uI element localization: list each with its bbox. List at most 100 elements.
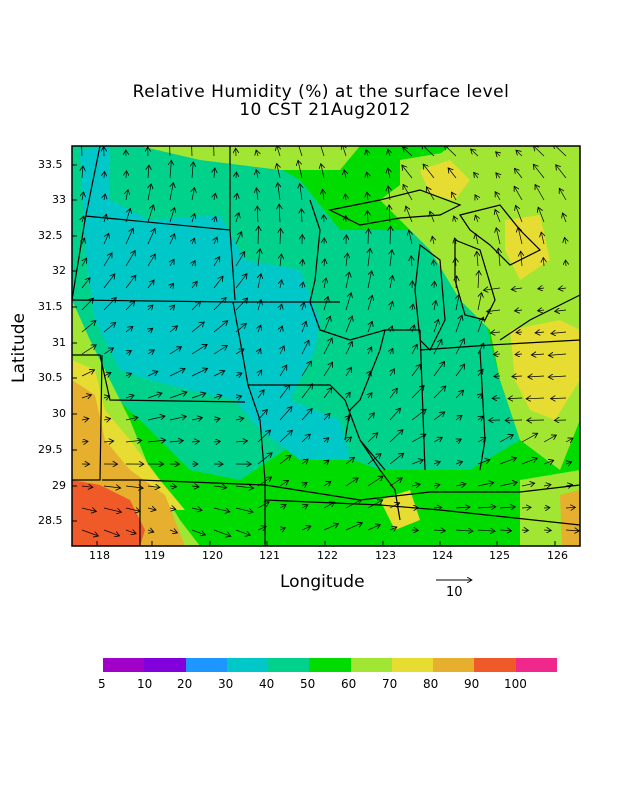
wind-vector [147,350,154,354]
wind-vector [213,257,220,267]
colorbar-label: 90 [464,677,480,691]
wind-vector [455,462,463,465]
y-tick-label: 28.5 [38,514,63,527]
wind-vector [191,146,193,157]
y-tick-label: 29 [52,479,66,492]
wind-vector [192,238,195,245]
wind-vector [103,322,116,333]
wind-vector [477,251,478,267]
wind-vector [412,325,415,333]
wind-vector [345,523,362,531]
wind-vector [213,321,228,333]
wind-vector [543,435,556,443]
wind-vector [280,228,281,245]
wind-vector [452,192,457,201]
wind-vector [235,396,242,398]
wind-vector [538,288,545,289]
wind-vector [478,271,479,289]
wind-vector [477,460,490,465]
colorbar-segment [268,658,310,672]
wind-vector [125,395,134,398]
wind-vector [279,407,292,421]
wind-vector [411,460,423,465]
wind-vector [104,194,105,201]
wind-vector [541,232,544,245]
wind-vector [213,507,230,512]
colorbar-segment [350,658,392,672]
wind-vector [432,236,434,245]
wind-vector [170,259,174,267]
wind-vector [170,305,175,310]
wind-vector [126,351,131,354]
wind-vector [235,274,247,289]
wind-vector [191,368,208,377]
wind-vector [483,288,501,290]
wind-vector [213,395,222,398]
wind-vector [81,419,89,421]
wind-vector [147,254,155,267]
wind-vector [367,500,383,509]
wind-vector [390,301,393,311]
wind-vector [148,184,151,201]
wind-vector [301,361,311,377]
wind-vector [455,364,465,377]
wind-vector [257,453,272,465]
wind-vector [147,371,158,377]
wind-vector [555,310,567,311]
wind-vector [191,418,203,420]
wind-vector [521,483,535,486]
wind-vector [455,415,462,420]
wind-vector [433,386,446,399]
wind-vector [565,438,573,442]
wind-vector [346,272,349,289]
wind-vector [495,192,501,201]
wind-vector [192,261,195,266]
wind-vector [508,398,523,399]
wind-vector [499,482,517,487]
wind-vector [455,484,466,486]
wind-vector [170,160,171,179]
wind-vector [191,301,201,311]
wind-vector [81,486,93,487]
wind-vector [455,507,470,508]
wind-vector [103,348,114,355]
wind-vector [493,354,501,355]
wind-vector [323,297,328,311]
wind-vector [280,528,286,530]
wind-vector [521,458,537,465]
wind-vector [235,507,253,512]
wind-vector [566,260,567,267]
wind-vector [236,193,237,201]
wind-vector [103,373,111,376]
wind-vector [125,228,133,245]
wind-vector [147,280,154,289]
wind-vector [278,183,280,201]
wind-vector [478,369,483,377]
wind-vector [82,166,83,179]
wind-vector [103,419,111,421]
wind-vector [346,392,350,399]
wind-vector [103,529,120,536]
wind-vector [214,168,215,179]
colorbar-label: 40 [259,677,275,691]
wind-vector [191,281,197,289]
map-title: Relative Humidity (%) at the surface lev… [132,82,510,102]
y-tick-label: 33 [52,193,66,206]
wind-vector [301,384,313,399]
wind-vector [346,416,350,421]
wind-vector [556,165,567,179]
wind-vector [533,146,545,157]
wind-vector [538,310,545,311]
wind-vector [81,278,90,289]
wind-vector [487,310,501,312]
wind-vector [433,412,445,421]
wind-vector [518,227,523,245]
wind-vector [411,434,426,443]
colorbar-label: 50 [300,677,316,691]
wind-vector [388,168,390,179]
wind-vector [477,317,483,333]
wind-vector [367,476,383,487]
wind-vector [148,165,149,179]
wind-vector [565,462,572,464]
